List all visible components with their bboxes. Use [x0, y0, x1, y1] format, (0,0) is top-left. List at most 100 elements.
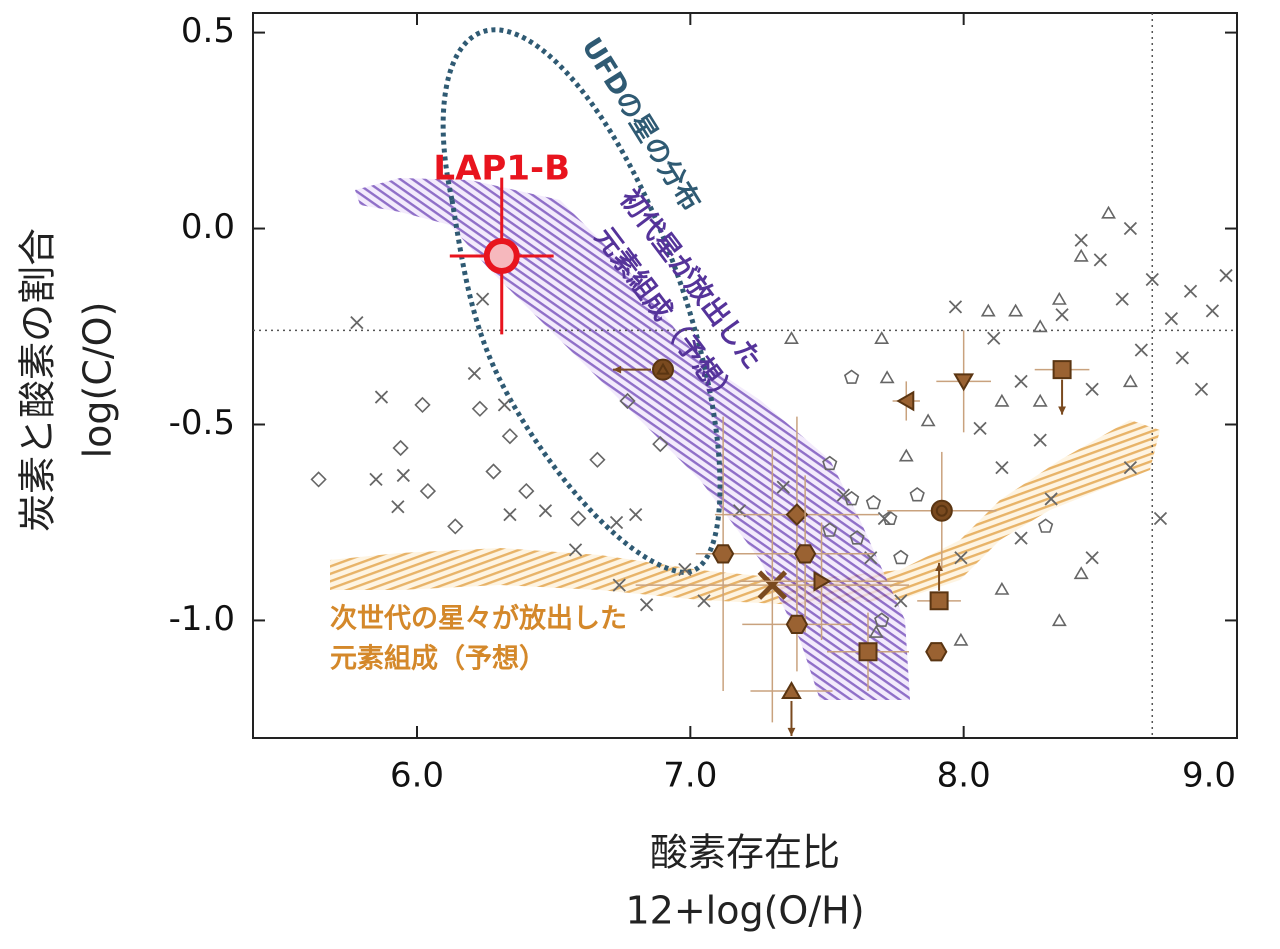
point — [1175, 351, 1189, 365]
point — [568, 543, 583, 557]
point — [501, 428, 519, 445]
point — [896, 390, 915, 412]
point — [419, 482, 437, 500]
point — [1194, 382, 1209, 396]
point — [1085, 382, 1099, 396]
point — [619, 392, 636, 410]
point — [843, 369, 860, 384]
y-axis-title: log(C/O) — [76, 302, 120, 459]
point — [909, 487, 925, 502]
point — [995, 460, 1009, 475]
point — [1164, 312, 1179, 326]
point — [1145, 272, 1159, 287]
point — [948, 300, 963, 314]
point — [471, 400, 489, 417]
point — [994, 393, 1010, 407]
point — [898, 448, 914, 462]
point — [920, 413, 936, 427]
point — [882, 510, 898, 526]
x-tick-label: 6.0 — [390, 756, 444, 796]
point — [1183, 284, 1198, 298]
point — [1115, 292, 1129, 306]
point — [369, 472, 383, 486]
point — [570, 510, 587, 527]
point — [1032, 393, 1048, 407]
point — [1073, 248, 1089, 262]
limit-arrow — [935, 562, 943, 571]
point — [929, 591, 949, 611]
point — [953, 373, 975, 392]
point — [447, 518, 464, 535]
point — [1051, 613, 1067, 627]
point — [1073, 566, 1089, 580]
point — [391, 500, 405, 514]
point — [1051, 291, 1067, 305]
point — [538, 504, 553, 518]
point — [1219, 268, 1233, 283]
point — [1074, 233, 1088, 247]
point — [1093, 253, 1107, 267]
point — [1205, 304, 1220, 318]
point — [822, 455, 838, 471]
point — [1134, 343, 1148, 357]
point — [518, 482, 535, 500]
point — [843, 490, 860, 506]
point — [822, 522, 838, 537]
y-tick-label: 0.0 — [181, 207, 235, 247]
point — [793, 544, 817, 564]
point — [879, 370, 895, 384]
ufd-region — [440, 27, 723, 575]
points — [310, 177, 1233, 736]
limit-arrow — [613, 365, 622, 374]
point — [485, 463, 502, 480]
point — [629, 507, 643, 522]
point — [1038, 518, 1054, 533]
point — [310, 471, 327, 488]
x-axis-title: 12+log(O/H) — [625, 889, 864, 933]
point — [973, 421, 987, 436]
y-tick-label: 0.5 — [181, 11, 235, 51]
point — [639, 598, 654, 612]
annotation: 元素組成（予想） — [330, 643, 546, 675]
point — [1008, 303, 1024, 317]
point — [1014, 374, 1028, 389]
x-axis-title: 酸素存在比 — [650, 831, 840, 875]
y-axis-title: 炭素と酸素の割合 — [16, 228, 60, 532]
point — [350, 315, 364, 330]
point — [1032, 319, 1048, 333]
point — [776, 480, 790, 494]
point — [1044, 492, 1058, 506]
point — [894, 594, 908, 608]
point — [781, 680, 802, 699]
y-tick-label: -1.0 — [169, 599, 235, 639]
point — [609, 515, 624, 530]
point — [652, 435, 669, 453]
point — [475, 292, 490, 306]
point — [1123, 460, 1138, 475]
point — [1101, 205, 1116, 219]
point — [785, 503, 809, 527]
point — [813, 570, 832, 592]
point — [374, 390, 389, 404]
point — [874, 331, 890, 345]
point — [1055, 308, 1069, 322]
point — [980, 303, 996, 317]
point — [697, 594, 711, 608]
point — [935, 504, 948, 517]
point — [994, 581, 1010, 595]
point — [1052, 360, 1072, 380]
point — [1085, 551, 1099, 565]
point — [893, 549, 909, 565]
x-tick-label: 8.0 — [937, 756, 991, 796]
limit-arrow — [1058, 406, 1066, 415]
point — [497, 398, 512, 412]
point — [1014, 531, 1028, 545]
point — [503, 507, 517, 522]
point — [1123, 221, 1138, 236]
point — [612, 578, 626, 592]
point — [414, 396, 431, 414]
point — [785, 614, 809, 634]
point — [1122, 374, 1138, 388]
